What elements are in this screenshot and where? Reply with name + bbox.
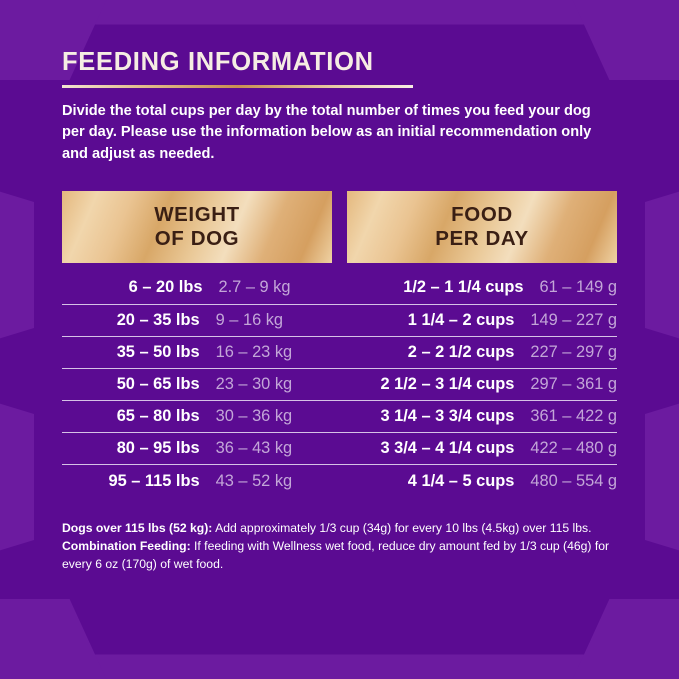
cell-weight-lbs: 80 – 95 lbs xyxy=(116,439,200,458)
cell-weight-lbs: 50 – 65 lbs xyxy=(116,375,200,394)
table-header-row: WEIGHT OF DOG FOOD PER DAY xyxy=(62,191,617,264)
cell-weight-kg: 36 – 43 kg xyxy=(215,439,293,458)
cell-food-cups: 2 1/2 – 3 1/4 cups xyxy=(380,375,515,394)
header-weight-line2: OF DOG xyxy=(154,227,240,251)
table-row: 35 – 50 lbs 16 – 23 kg 2 – 2 1/2 cups 22… xyxy=(62,337,617,369)
footnote-text-2: If feeding with Wellness wet food, reduc… xyxy=(62,538,610,571)
cell-weight-kg: 2.7 – 9 kg xyxy=(218,278,291,297)
header-food-line2: PER DAY xyxy=(435,227,529,251)
cell-food-grams: 297 – 361 g xyxy=(530,375,617,394)
cell-food-grams: 149 – 227 g xyxy=(530,310,617,329)
decorative-shape-bottom xyxy=(58,637,618,679)
page-title: FEEDING INFORMATION xyxy=(62,48,374,76)
cell-food-cups: 1 1/4 – 2 cups xyxy=(407,310,515,329)
cell-weight-kg: 16 – 23 kg xyxy=(215,342,293,361)
header-weight-of-dog: WEIGHT OF DOG xyxy=(62,191,332,264)
cell-food-grams: 361 – 422 g xyxy=(530,407,617,426)
cell-weight-kg: 9 – 16 kg xyxy=(215,310,284,329)
cell-weight-lbs: 20 – 35 lbs xyxy=(116,310,200,329)
cell-food-cups: 3 3/4 – 4 1/4 cups xyxy=(380,439,515,458)
table-row: 50 – 65 lbs 23 – 30 kg 2 1/2 – 3 1/4 cup… xyxy=(62,369,617,402)
cell-weight-lbs: 35 – 50 lbs xyxy=(116,342,200,361)
cell-food-cups: 2 – 2 1/2 cups xyxy=(407,342,515,361)
cell-weight-lbs: 95 – 115 lbs xyxy=(108,471,200,490)
table-row: 65 – 80 lbs 30 – 36 kg 3 1/4 – 3 3/4 cup… xyxy=(62,401,617,434)
cell-food-grams: 480 – 554 g xyxy=(530,471,617,490)
table-row: 20 – 35 lbs 9 – 16 kg 1 1/4 – 2 cups 149… xyxy=(62,305,617,337)
title-underline-rule xyxy=(62,85,413,89)
panel-content: FEEDING INFORMATION Divide the total cup… xyxy=(62,48,617,573)
cell-food-cups: 1/2 – 1 1/4 cups xyxy=(403,278,524,297)
cell-food-grams: 61 – 149 g xyxy=(539,278,617,297)
cell-food-grams: 227 – 297 g xyxy=(530,342,617,361)
header-food-per-day: FOOD PER DAY xyxy=(347,191,617,264)
feeding-table: 6 – 20 lbs 2.7 – 9 kg 1/2 – 1 1/4 cups 6… xyxy=(62,272,617,496)
cell-food-cups: 4 1/4 – 5 cups xyxy=(407,471,515,490)
cell-food-grams: 422 – 480 g xyxy=(530,439,617,458)
footnote-text-1: Add approximately 1/3 cup (34g) for ever… xyxy=(212,520,592,535)
cell-food-cups: 3 1/4 – 3 3/4 cups xyxy=(380,407,515,426)
cell-weight-kg: 43 – 52 kg xyxy=(215,471,293,490)
footnote-bold-dogs-over: Dogs over 115 lbs (52 kg): xyxy=(62,520,213,535)
footnote-bold-combination-feeding: Combination Feeding: xyxy=(62,538,191,553)
table-row: 80 – 95 lbs 36 – 43 kg 3 3/4 – 4 1/4 cup… xyxy=(62,433,617,466)
intro-paragraph: Divide the total cups per day by the tot… xyxy=(62,103,592,162)
cell-weight-lbs: 6 – 20 lbs xyxy=(128,278,203,297)
table-row: 95 – 115 lbs 43 – 52 kg 4 1/4 – 5 cups 4… xyxy=(62,465,617,496)
footnote-text: Dogs over 115 lbs (52 kg): Add approxima… xyxy=(62,519,617,573)
cell-weight-lbs: 65 – 80 lbs xyxy=(116,407,200,426)
header-weight-line1: WEIGHT xyxy=(154,203,240,227)
table-row: 6 – 20 lbs 2.7 – 9 kg 1/2 – 1 1/4 cups 6… xyxy=(62,272,617,305)
cell-weight-kg: 30 – 36 kg xyxy=(215,407,293,426)
decorative-shape-bottom-left xyxy=(0,599,120,679)
cell-weight-kg: 23 – 30 kg xyxy=(215,375,293,394)
header-food-line1: FOOD xyxy=(451,203,513,227)
decorative-shape-bottom-right xyxy=(559,599,679,679)
